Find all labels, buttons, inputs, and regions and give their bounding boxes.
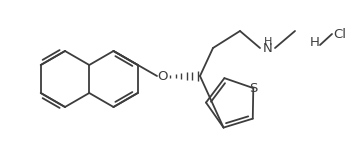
Text: N: N	[263, 42, 273, 56]
Text: H: H	[264, 37, 272, 47]
Text: O: O	[158, 69, 168, 82]
Text: Cl: Cl	[333, 29, 346, 42]
Text: S: S	[249, 82, 257, 95]
Text: H: H	[310, 37, 320, 50]
